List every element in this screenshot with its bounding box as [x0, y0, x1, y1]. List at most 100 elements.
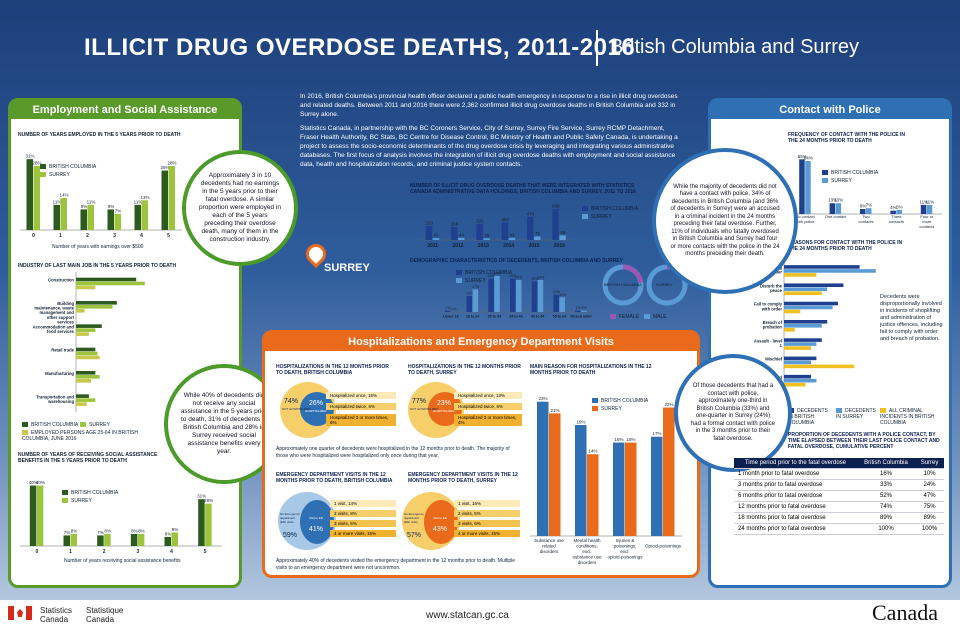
- ed-bc-item-3: 3 visits, 5%: [330, 520, 396, 527]
- ed-surrey-no-pct: 57%: [407, 532, 422, 539]
- police-contact-callout-bubble: While the majority of decedents did not …: [652, 148, 798, 294]
- tick-label: 2013: [478, 243, 489, 249]
- tick-label: 4: [140, 233, 143, 239]
- industry-chart-title: INDUSTRY OF LAST MAIN JOB IN THE 5 YEARS…: [18, 263, 177, 269]
- bar-1-1: [70, 533, 77, 546]
- bar-value-label: 8%: [104, 528, 111, 533]
- bar-assault-level-1-1: [784, 342, 817, 346]
- years-employed-chart: 31%28%011%14%19%11%29%7%311%13%426%28%5: [20, 154, 182, 239]
- bar-disturb-the-peace-0: [784, 283, 844, 288]
- industry-legend-surrey: SURREY: [80, 422, 110, 428]
- ed-bc-no-label: No Emergency department (ED) visits: [280, 512, 300, 524]
- bar-value-label: 8%: [71, 528, 78, 533]
- deaths-chart: 293 42 2011 268 44 2012 326 35 2013 360 44 2014 476 7…: [420, 203, 572, 249]
- bar-value-label: 35: [484, 233, 490, 238]
- bar-accommodation-and-food-services-0: [76, 324, 102, 328]
- ed-surrey-visit-circle: [424, 500, 458, 544]
- tick-label: 35 to 44: [509, 315, 522, 319]
- donut-slice-male: [646, 264, 688, 306]
- tick-label: 2012: [452, 243, 463, 249]
- police-frequency-chart: 66%64% 13%13% 6% 7% 4% 5% 11%11% No contact with…: [790, 154, 942, 229]
- bar-mental-health-conditions-excl-substance-use-disorders-0: [575, 425, 587, 536]
- bar-2011-0: [425, 225, 433, 240]
- bar-value-label: 6%: [860, 204, 867, 209]
- bar-mental-health-conditions-excl-substance-use-disorders-1: [587, 454, 599, 536]
- ed-bc-item-4: 4 or more visits, 15%: [330, 530, 396, 537]
- employment-legend-surrey: SURREY: [40, 172, 70, 178]
- ed-surrey-item-1: 1 visit, 16%: [454, 500, 520, 507]
- bar-value-label: 639: [552, 203, 560, 208]
- bar-manufacturing-1: [76, 375, 100, 379]
- surrey-map-label: SURREY: [324, 262, 370, 274]
- table-cell: 47%: [915, 490, 944, 502]
- bar-construction-0: [76, 277, 137, 282]
- employment-callout-bubble: Approximately 3 in 10 decedents had no e…: [182, 150, 298, 266]
- bar-opioid-poisonings-0: [651, 436, 663, 536]
- table-row: 24 months prior to fatal overdose 100% 100…: [734, 523, 944, 535]
- bar-two-contacts-1: [866, 208, 872, 214]
- hosp-surrey-item-2: Hospitalized twice, 6%: [454, 403, 522, 410]
- tick-label: 4: [170, 549, 173, 555]
- tick-label: 18 to 24: [466, 315, 479, 319]
- bar-5-0: [161, 170, 168, 230]
- bar-three-contacts-0: [890, 210, 896, 214]
- bar-assault-level-1-0: [784, 338, 822, 342]
- category-label: Fail to comply with order: [754, 302, 783, 312]
- donut-label-surrey: SURREY: [656, 282, 673, 287]
- table-cell: 1 month prior to fatal overdose: [734, 468, 857, 480]
- website-url[interactable]: www.statcan.gc.ca: [426, 610, 509, 621]
- bar-value-label: 42: [434, 232, 440, 237]
- hosp-surrey-item-3: Hospitalized 3 or more times, 4%: [454, 414, 522, 426]
- bar-breach-of-probation-2: [784, 328, 795, 332]
- tick-label: 25 to 34: [488, 315, 501, 319]
- table-cell: 6 months prior to fatal overdose: [734, 490, 857, 502]
- table-cell: 33%: [856, 479, 916, 491]
- table-cell: 3 months prior to fatal overdose: [734, 479, 857, 491]
- bar-fail-to-comply-with-order-1: [784, 305, 833, 310]
- tick-label: 2014: [503, 243, 514, 249]
- social-legend-surrey: SURREY: [62, 498, 92, 504]
- bar-retail-trade-0: [76, 347, 96, 352]
- bar-65-and-older-1: [581, 310, 587, 312]
- statcan-english-label: Statistics Canada: [40, 606, 73, 624]
- bar-value-label: 40%: [36, 480, 45, 485]
- police-reasons-note: Decedents were disproportionally involve…: [880, 294, 943, 342]
- bar-2-1: [87, 204, 94, 230]
- table-cell: 74%: [856, 501, 916, 513]
- bar-disturb-the-peace-1: [784, 287, 828, 292]
- hosp-bc-item-3: Hospitalized 3 or more times, 6%: [326, 414, 396, 426]
- bar-one-contact-0: [829, 203, 836, 214]
- table-header-period: Time period prior to the fatal overdose: [734, 458, 857, 469]
- ed-surrey-breakdown: 1 visit, 16% 2 visits, 5% 3 visits, 6% 4…: [454, 500, 520, 537]
- category-label: Transportation and warehousing: [36, 394, 74, 404]
- bar-transportation-and-warehousing-0: [76, 394, 89, 398]
- bar-value-label: 326: [476, 219, 484, 224]
- police-freq-legend-surrey: SURREY: [822, 178, 852, 184]
- tick-label: 2: [103, 549, 106, 555]
- bar-injuries-poisonings-excl-opioid-poisonings-1: [625, 442, 637, 536]
- ed-surrey-item-4: 4 or more visits, 15%: [454, 530, 520, 537]
- bar-value-label: 8%: [138, 528, 145, 533]
- bar-value-label: 0%: [451, 308, 457, 312]
- hosp-bc-item-2: Hospitalized twice, 6%: [326, 403, 396, 410]
- bar-0-1: [36, 485, 44, 546]
- bar-value-label: 17%: [652, 431, 661, 436]
- intro-paragraph-1: In 2016, British Columbia's provincial h…: [300, 93, 678, 118]
- table-row: 18 months prior to fatal overdose 89% 89%: [734, 512, 944, 524]
- hosp-surrey-hosp-pct: 23%: [437, 400, 452, 407]
- category-label: Retail trade: [51, 348, 74, 353]
- bar-value-label: 13%: [828, 198, 837, 203]
- bar-breaking-and-entering-1: [784, 378, 817, 383]
- bar-value-label: 28%: [32, 161, 41, 166]
- bar-value-label: 40%: [29, 480, 38, 485]
- bar-2014-0: [501, 222, 509, 240]
- bar-one-contact-1: [835, 203, 842, 214]
- bar-18-to-24-0: [466, 296, 473, 312]
- bar-value-label: 14%: [588, 449, 597, 454]
- table-header-bc: British Columbia: [856, 458, 916, 469]
- ed-surrey-item-2: 2 visits, 5%: [454, 510, 520, 517]
- category-label: Assault - level 1: [754, 338, 783, 348]
- bar-building-maintenance-waste-management-and-other-support-services-2: [76, 309, 85, 313]
- bar-25-to-34-1: [494, 276, 500, 312]
- police-frequency-title: FREQUENCY OF CONTACT WITH THE POLICE IN …: [788, 132, 906, 144]
